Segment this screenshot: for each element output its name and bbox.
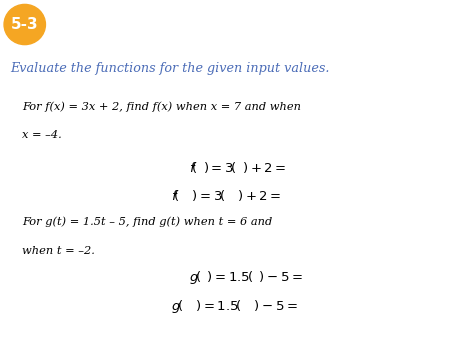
Text: x = –4.: x = –4. (22, 130, 62, 140)
Text: Copyright © by Holt, Rinehart and Winston. All Rights Reserved.: Copyright © by Holt, Rinehart and Winsto… (238, 321, 441, 327)
Text: Evaluate the functions for the given input values.: Evaluate the functions for the given inp… (10, 62, 329, 75)
Text: $g\!\left(\enspace\right)=1.5\!\left(\enspace\right)-5=$: $g\!\left(\enspace\right)=1.5\!\left(\en… (189, 269, 303, 286)
Text: $g\!\left(\enspace\enspace\right)=1.5\!\left(\enspace\enspace\right)-5=$: $g\!\left(\enspace\enspace\right)=1.5\!\… (171, 297, 298, 315)
Text: Holt Algebra 1: Holt Algebra 1 (9, 319, 72, 328)
Text: $f\!\left(\enspace\enspace\right)=3\!\left(\enspace\enspace\right)+2=$: $f\!\left(\enspace\enspace\right)=3\!\le… (171, 188, 281, 203)
Text: Rate of Change and Slope: Rate of Change and Slope (61, 16, 322, 33)
Text: For f(x) = 3x + 2, find f(x) when x = 7 and when: For f(x) = 3x + 2, find f(x) when x = 7 … (22, 101, 302, 112)
Ellipse shape (4, 4, 45, 45)
Text: $f\!\left(\enspace\right)=3\!\left(\enspace\right)+2=$: $f\!\left(\enspace\right)=3\!\left(\ensp… (189, 160, 287, 175)
Text: For g(t) = 1.5t – 5, find g(t) when t = 6 and: For g(t) = 1.5t – 5, find g(t) when t = … (22, 217, 273, 227)
Text: when t = –2.: when t = –2. (22, 245, 95, 256)
Text: 5-3: 5-3 (11, 17, 39, 32)
